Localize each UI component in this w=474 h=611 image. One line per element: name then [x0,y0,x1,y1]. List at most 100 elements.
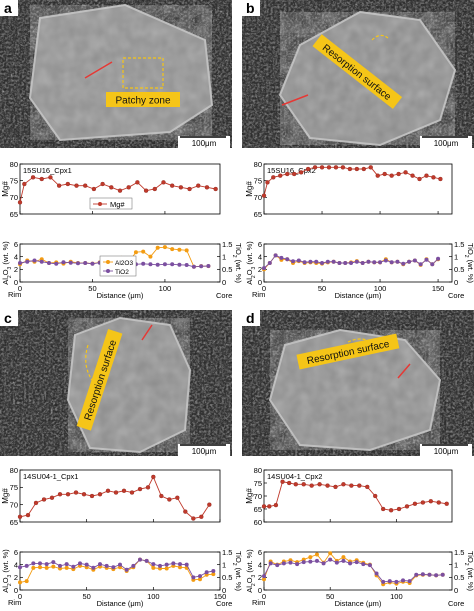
al-point-c-22 [164,566,169,571]
distance-label-b: Distance (μm) [335,291,382,300]
ti-line-d [263,559,443,583]
ti-point-b-7 [302,260,307,265]
mg-point-b-15 [361,166,366,172]
ti-point-d-8 [314,558,319,563]
mg-point-c-5 [57,492,63,497]
scale-bar-a: 100μm [192,139,217,148]
mg-point-b-17 [375,173,380,178]
mg-point-c-4 [49,495,55,500]
ti-point-b-11 [325,259,330,264]
ti-point-c-9 [78,561,82,566]
sample-label-a: 15SU16_Cpx1 [23,166,72,175]
al-point-c-0 [18,580,22,585]
ti-point-d-10 [328,557,333,562]
rim-label-c: Rim [8,598,21,607]
chem-plot-frame-b [263,243,453,283]
sample-label-b: 15SU16_Cpx2 [267,166,316,175]
mg-point-b-19 [389,173,394,178]
ti-point-c-28 [204,570,209,575]
scale-bar-c: 100μm [192,447,217,456]
ti-ytick-label-c-3: 1.5 [222,548,232,557]
ti-point-b-24 [401,261,406,266]
distance-label-a: Distance (μm) [97,291,144,300]
ti-point-b-9 [314,259,319,264]
al-ylabel-d: Al2O3 (wt. %) [245,549,257,593]
ti-point-c-18 [138,557,142,562]
mg-point-c-1 [25,512,31,518]
mg-point-a-2 [30,175,36,180]
mg-point-d-18 [396,506,402,512]
ti-point-d-11 [334,560,339,565]
ti-point-b-22 [389,260,394,265]
mg-point-a-18 [170,183,175,188]
ti-point-c-22 [164,562,169,567]
mg-point-b-20 [396,171,401,177]
ti-ytick-label-a-2: 1 [222,252,226,261]
al-ytick-label-c-1: 2 [14,573,18,582]
ti-point-b-15 [349,261,354,265]
mg-point-c-19 [167,497,172,502]
micrograph-c: Resorption surface c 100μm [0,310,232,456]
xtick-label-d-0: 0 [262,592,266,601]
mg-point-c-6 [65,492,71,497]
mg-point-d-4 [287,480,292,486]
ti-point-a-17 [141,261,146,266]
ti-point-a-7 [68,260,73,265]
ti-ytick-label-c-2: 1 [222,560,226,569]
al-ytick-label-d-0: 0 [258,586,262,595]
al-legend-label: Al2O3 [115,260,133,267]
mg-ytick-label-b-2: 75 [254,176,262,185]
ti-point-b-12 [331,259,336,264]
ti-point-c-24 [178,562,182,567]
ti-point-b-8 [308,259,313,264]
mg-point-a-22 [204,185,210,190]
ti-point-b-26 [412,258,417,263]
mg-point-d-8 [317,482,322,487]
ti-point-a-21 [170,262,175,267]
mg-point-d-15 [373,493,378,499]
mg-point-d-0 [261,504,267,509]
micrograph-a: Patchy zone a 100μm [0,0,232,148]
ti-point-d-20 [394,579,399,584]
al-point-d-12 [341,555,346,560]
mg-point-a-14 [135,180,140,185]
ti-point-d-9 [321,561,326,566]
xtick-label-b-1: 50 [318,284,326,293]
al-legend-marker [106,260,110,264]
mg-point-d-13 [357,483,362,488]
ti-point-a-5 [54,261,59,266]
mg-point-a-15 [143,188,149,193]
al-ytick-label-c-0: 0 [14,586,18,595]
ti-point-d-24 [420,572,425,577]
mg-point-c-20 [175,495,180,500]
mg-point-d-24 [444,501,449,506]
ti-point-c-23 [171,561,176,566]
mg-point-b-0 [261,193,267,198]
al-ytick-label-a-0: 0 [14,278,18,287]
panel-letter-d: d [246,310,255,326]
al-ylabel-c: Al2O3 (wt. %) [1,549,13,593]
al-ylabel-b: Al2O3 (wt. %) [245,241,257,285]
al-ytick-label-a-2: 4 [14,252,18,261]
panel-letter-c: c [4,310,12,326]
ti-point-c-10 [84,562,89,567]
core-label-b: Core [448,291,464,300]
ti-point-d-27 [440,572,445,577]
mg-point-a-7 [74,183,79,188]
mg-point-c-15 [137,486,143,492]
ti-point-c-27 [198,574,202,579]
al-point-d-8 [314,552,319,557]
ti-point-c-0 [18,565,22,570]
scale-bar-d: 100μm [434,447,459,456]
mg-ytick-label-d-2: 70 [254,492,262,501]
mg-point-d-12 [349,483,354,488]
ti-point-b-10 [320,261,325,265]
al-point-a-17 [141,249,146,254]
ti-point-d-22 [407,579,412,584]
ti-point-c-1 [24,563,29,568]
ti-ylabel-a: TiO2 (wt. %) [231,243,243,284]
xtick-label-a-2: 100 [159,284,172,293]
mg-point-a-13 [126,185,131,190]
mg-point-b-13 [347,166,353,172]
